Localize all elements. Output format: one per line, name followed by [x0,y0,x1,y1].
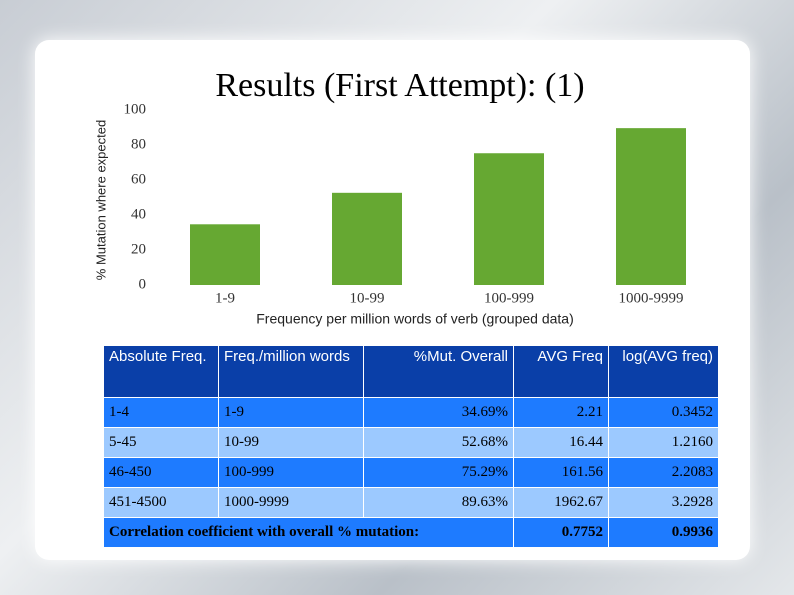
bar [190,224,260,285]
y-tick-label: 80 [131,136,146,152]
bar [474,153,544,285]
table-cell: 1-9 [218,397,364,428]
header-row: Absolute Freq. Freq./million words %Mut. O… [103,345,719,398]
table-cell: 1962.67 [513,487,609,518]
table-cell: Absolute Freq. [103,345,219,398]
y-axis-label: % Mutation where expected [93,120,108,280]
table-cell: 0.9936 [608,517,719,548]
table-cell: 0.3452 [608,397,719,428]
table-cell: 5-45 [103,427,219,458]
chart-title: Results (First Attempt): (1) [215,67,584,104]
table-cell: 52.68% [363,427,514,458]
x-tick-label: 10-99 [350,290,385,306]
table-cell: 1-4 [103,397,219,428]
table-cell: 2.2083 [608,457,719,488]
table-cell: 1.2160 [608,427,719,458]
data-table: Absolute Freq. Freq./million words %Mut. O… [103,345,719,548]
table-cell: 75.29% [363,457,514,488]
table-cell: 451-4500 [103,487,219,518]
table-cell: AVG Freq [513,345,609,398]
table-cell: 2.21 [513,397,609,428]
table-cell: 46-450 [103,457,219,488]
x-tick-label: 100-999 [484,290,534,306]
x-tick-label: 1000-9999 [619,290,684,306]
table-cell: %Mut. Overall [363,345,514,398]
table-cell: 34.69% [363,397,514,428]
table-cell: 3.2928 [608,487,719,518]
table-cell: 0.7752 [513,517,609,548]
x-tick-label: 1-9 [215,290,235,306]
table-cell: 89.63% [363,487,514,518]
footer-row: Correlation coefficient with overall % m… [103,517,719,548]
table-row: 5-45 10-99 52.68% 16.44 1.2160 [103,427,719,458]
y-tick-label: 100 [124,101,147,117]
table-cell: log(AVG freq) [608,345,719,398]
table-row: 1-4 1-9 34.69% 2.21 0.3452 [103,397,719,428]
table-row: 451-4500 1000-9999 89.63% 1962.67 3.2928 [103,487,719,518]
x-axis-label: Frequency per million words of verb (gro… [256,311,574,327]
table-cell: Freq./million words [218,345,364,398]
table-cell: 10-99 [218,427,364,458]
bar [616,128,686,285]
bar [332,192,402,285]
table-row: 46-450 100-999 75.29% 161.56 2.2083 [103,457,719,488]
table-cell: 100-999 [218,457,364,488]
table-cell: Correlation coefficient with overall % m… [103,517,514,548]
y-tick-label: 60 [131,171,146,187]
table-cell: 16.44 [513,427,609,458]
table-cell: 1000-9999 [218,487,364,518]
y-tick-label: 0 [139,276,147,292]
table-cell: 161.56 [513,457,609,488]
y-tick-label: 20 [131,241,146,257]
y-tick-label: 40 [131,206,146,222]
